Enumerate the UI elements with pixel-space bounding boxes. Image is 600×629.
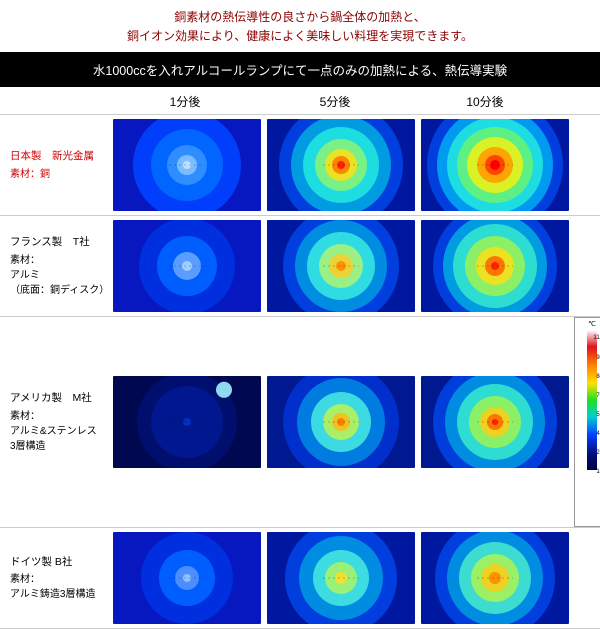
maker-row: アメリカ製 M社素材：アルミ&ステンレス3層構造 ℃112.798.684.570…: [0, 316, 600, 527]
thermal-image: [113, 376, 261, 468]
comparison-grid: 1分後 5分後 10分後 日本製 新光金属素材：銅フランス製 T社素材：アルミ（…: [0, 87, 600, 629]
maker-row: フランス製 T社素材：アルミ（底面：銅ディスク）: [0, 215, 600, 316]
maker-label: アメリカ製 M社素材：アルミ&ステンレス3層構造: [0, 385, 110, 460]
thermal-image: [421, 532, 569, 624]
thermal-cell: [418, 372, 572, 472]
header: 銅素材の熱伝導性の良さから鍋全体の加熱と、 銅イオン効果により、健康によく美味し…: [0, 0, 600, 52]
header-line-1: 銅素材の熱伝導性の良さから鍋全体の加熱と、: [10, 8, 590, 27]
maker-label: 日本製 新光金属素材：銅: [0, 143, 110, 188]
maker-label: フランス製 T社素材：アルミ（底面：銅ディスク）: [0, 229, 110, 304]
thermal-cell: [110, 115, 264, 215]
thermal-image: [267, 376, 415, 468]
thermal-image: [113, 532, 261, 624]
time-1: 1分後: [110, 93, 260, 110]
thermal-cell: [110, 372, 264, 472]
thermal-cell: [418, 115, 572, 215]
thermal-image: [421, 220, 569, 312]
time-3: 10分後: [410, 93, 560, 110]
thermal-image: [421, 376, 569, 468]
maker-label: ドイツ製 B社素材：アルミ鋳造3層構造: [0, 549, 110, 609]
thermal-image: [267, 220, 415, 312]
thermal-image: [113, 119, 261, 211]
thermal-image: [113, 220, 261, 312]
thermal-cell: [264, 216, 418, 316]
maker-row: ドイツ製 B社素材：アルミ鋳造3層構造: [0, 527, 600, 629]
thermal-cell: [418, 216, 572, 316]
thermal-image: [267, 119, 415, 211]
thermal-cell: [264, 528, 418, 628]
time-2: 5分後: [260, 93, 410, 110]
scale-column: ℃112.798.684.570.456.342.328.214.1: [572, 317, 600, 527]
header-line-2: 銅イオン効果により、健康によく美味しい料理を実現できます。: [10, 27, 590, 46]
thermal-cell: [264, 115, 418, 215]
thermal-cell: [110, 528, 264, 628]
time-header-row: 1分後 5分後 10分後: [0, 87, 600, 114]
thermal-cell: [264, 372, 418, 472]
maker-row: 日本製 新光金属素材：銅: [0, 114, 600, 215]
thermal-cell: [110, 216, 264, 316]
thermal-cell: [418, 528, 572, 628]
thermal-image: [267, 532, 415, 624]
thermal-image: [421, 119, 569, 211]
title-bar: 水1000ccを入れアルコールランプにて一点のみの加熱による、熱伝導実験: [0, 52, 600, 87]
